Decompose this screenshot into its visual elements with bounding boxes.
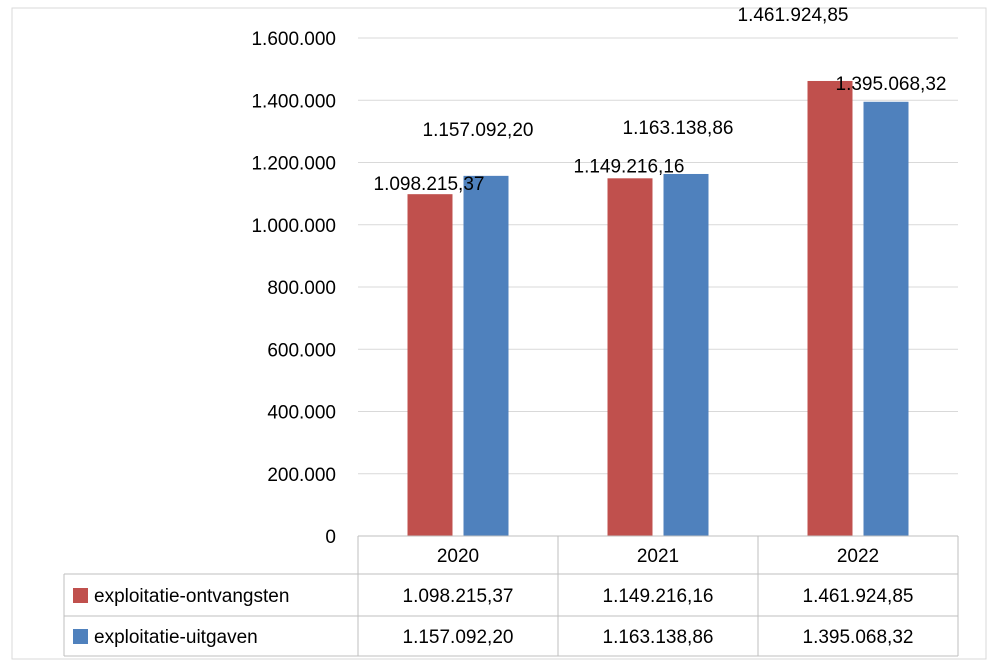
gridlines	[358, 37, 958, 475]
bar	[863, 101, 909, 537]
data-table: 2020 2021 2022 exploitatie-ontvangsten 1.098…	[63, 535, 959, 657]
bar	[807, 80, 853, 536]
table-cell: 1.395.068,32	[803, 627, 914, 648]
bar	[663, 173, 709, 536]
data-labels: 1.098.215,37 1.149.216,16 1.461.924,85 1.15…	[374, 5, 947, 195]
y-tick-label: 400.000	[267, 403, 336, 424]
y-tick-label: 800.000	[267, 278, 336, 299]
table-cell: 1.098.215,37	[403, 586, 514, 607]
x-tick-label: 2021	[637, 546, 679, 567]
y-axis: 0 200.000 400.000 600.000 800.000 1.000.000 1.…	[251, 29, 336, 548]
legend-label: exploitatie-ontvangsten	[94, 586, 289, 607]
table-cell: 1.461.924,85	[803, 586, 914, 607]
data-label: 1.163.138,86	[623, 118, 734, 139]
data-label: 1.395.068,32	[836, 74, 947, 95]
table-cell: 1.157.092,20	[403, 627, 514, 648]
y-tick-label: 1.200.000	[251, 154, 336, 175]
data-label: 1.098.215,37	[374, 174, 485, 195]
y-tick-label: 1.600.000	[251, 29, 336, 50]
bar	[607, 178, 653, 537]
x-tick-label: 2020	[437, 546, 479, 567]
legend-swatch	[73, 629, 88, 644]
y-tick-label: 200.000	[267, 465, 336, 486]
bars	[407, 80, 909, 537]
data-label: 1.149.216,16	[574, 156, 685, 177]
y-tick-label: 600.000	[267, 340, 336, 361]
table-cell: 1.163.138,86	[603, 627, 714, 648]
x-tick-label: 2022	[837, 546, 879, 567]
legend-swatch	[73, 588, 88, 603]
y-tick-label: 0	[325, 527, 336, 548]
bar	[463, 175, 509, 537]
data-label: 1.157.092,20	[423, 120, 534, 141]
y-tick-label: 1.400.000	[251, 91, 336, 112]
data-label: 1.461.924,85	[738, 5, 849, 26]
y-tick-label: 1.000.000	[251, 216, 336, 237]
bar	[407, 194, 453, 536]
legend-label: exploitatie-uitgaven	[94, 627, 258, 648]
table-cell: 1.149.216,16	[603, 586, 714, 607]
